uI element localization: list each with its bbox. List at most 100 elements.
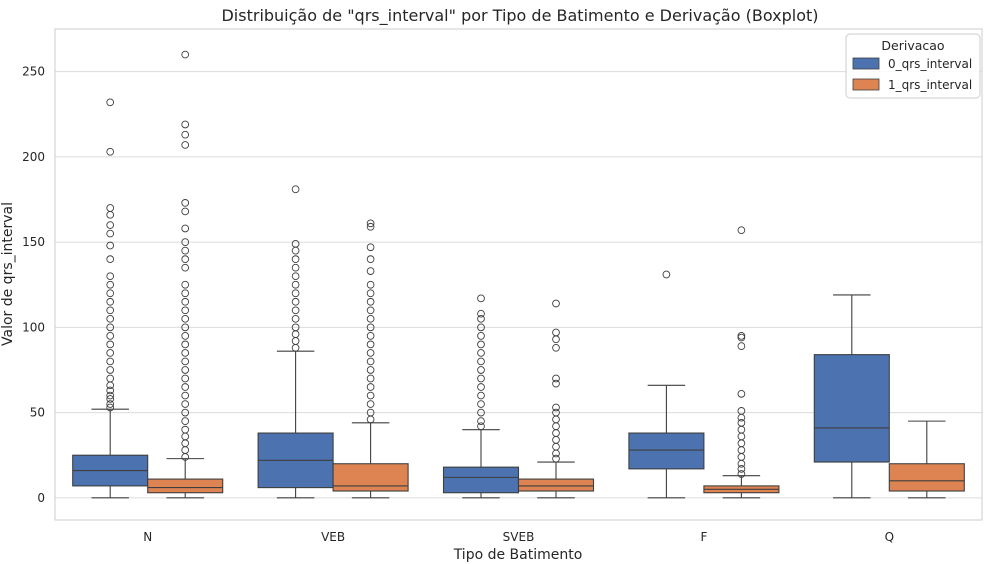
outlier-point <box>106 395 115 403</box>
outlier-point <box>366 366 375 374</box>
outlier-point <box>106 357 115 366</box>
outlier-point <box>181 400 190 408</box>
outlier-point <box>366 306 375 315</box>
outlier-point <box>552 415 560 424</box>
outlier-point <box>477 408 485 417</box>
x-axis-label: Tipo de Batimento <box>453 547 583 563</box>
outlier-point <box>181 246 190 255</box>
y-tick-label: 150 <box>22 235 45 249</box>
box-n-1 <box>147 478 224 494</box>
outlier-point <box>737 342 746 350</box>
outlier-point <box>181 120 190 129</box>
outlier-point <box>366 415 375 424</box>
legend-swatch-1 <box>852 78 880 91</box>
outlier-point <box>106 289 115 298</box>
y-tick-label: 250 <box>22 65 45 79</box>
outlier-point <box>552 436 560 444</box>
outlier-point <box>181 323 190 332</box>
outlier-point <box>366 289 375 298</box>
outlier-point <box>737 226 746 235</box>
outlier-point <box>737 439 746 448</box>
outlier-point <box>106 381 115 390</box>
outlier-point <box>181 306 190 315</box>
outlier-point <box>366 400 375 408</box>
outlier-point <box>477 294 485 303</box>
outlier-point <box>106 323 115 332</box>
outlier-point <box>106 314 115 323</box>
outlier-point <box>106 403 115 412</box>
legend: Derivacao 0_qrs_interval 1_qrs_interval <box>845 33 981 99</box>
outlier-point <box>552 422 560 431</box>
outlier-point <box>477 314 485 323</box>
box-sveb-0 <box>442 466 520 494</box>
outlier-point <box>291 280 300 289</box>
outlier-point <box>552 299 560 308</box>
outlier-point <box>737 407 746 415</box>
outlier-point <box>477 400 485 408</box>
y-tick-label: 0 <box>37 491 45 505</box>
box-f-0 <box>628 432 705 470</box>
outlier-point <box>366 255 375 264</box>
legend-title: Derivacao <box>881 38 944 53</box>
outlier-point <box>181 224 190 233</box>
outlier-point <box>181 280 190 289</box>
outlier-point <box>737 425 746 434</box>
outlier-point <box>477 422 485 431</box>
outlier-point <box>366 280 375 289</box>
outlier-point <box>181 141 190 149</box>
outlier-point <box>181 297 190 306</box>
outlier-point <box>181 374 190 383</box>
outlier-point <box>106 229 115 238</box>
outlier-point <box>552 454 560 463</box>
outlier-point <box>181 50 190 59</box>
y-tick-label: 100 <box>22 320 45 334</box>
outlier-point <box>737 332 746 340</box>
outlier-point <box>181 425 190 434</box>
x-tick-label: F <box>700 530 707 544</box>
outlier-point <box>552 328 560 337</box>
outlier-point <box>106 391 115 400</box>
outlier-point <box>366 349 375 357</box>
outlier-point <box>106 306 115 315</box>
outlier-point <box>291 185 300 194</box>
outlier-point <box>181 432 190 441</box>
outlier-point <box>181 383 190 391</box>
plot-frame <box>54 28 983 521</box>
outlier-point <box>477 309 485 318</box>
y-axis-label: Valor de qrs_interval <box>0 202 16 346</box>
outlier-point <box>291 343 300 352</box>
legend-frame <box>845 33 981 99</box>
outlier-point <box>737 432 746 441</box>
outlier-point <box>477 332 485 340</box>
legend-swatch-0 <box>852 57 880 70</box>
outlier-point <box>181 391 190 400</box>
outlier-point <box>477 374 485 383</box>
outlier-point <box>737 333 746 342</box>
outlier-point <box>552 379 560 388</box>
outlier-point <box>737 413 746 422</box>
outlier-point <box>181 366 190 374</box>
box-q-0 <box>813 354 890 463</box>
outlier-point <box>291 272 300 281</box>
outlier-point <box>366 267 375 275</box>
box-sveb-1 <box>517 478 595 492</box>
outlier-point <box>106 98 115 107</box>
outlier-point <box>181 357 190 366</box>
x-tick-label: SVEB <box>503 530 535 544</box>
outlier-point <box>366 340 375 349</box>
outlier-point <box>552 429 560 437</box>
outlier-point <box>106 374 115 383</box>
outlier-point <box>181 207 190 216</box>
outlier-point <box>552 343 560 352</box>
outlier-point <box>106 332 115 340</box>
outlier-point <box>291 246 300 255</box>
outlier-point <box>181 263 190 272</box>
outlier-point <box>737 446 746 454</box>
outlier-point <box>366 323 375 332</box>
outlier-point <box>477 357 485 366</box>
outlier-point <box>291 297 300 306</box>
outlier-point <box>737 465 746 473</box>
outlier-point <box>552 449 560 458</box>
legend-entry-0: 0_qrs_interval <box>888 57 972 71</box>
